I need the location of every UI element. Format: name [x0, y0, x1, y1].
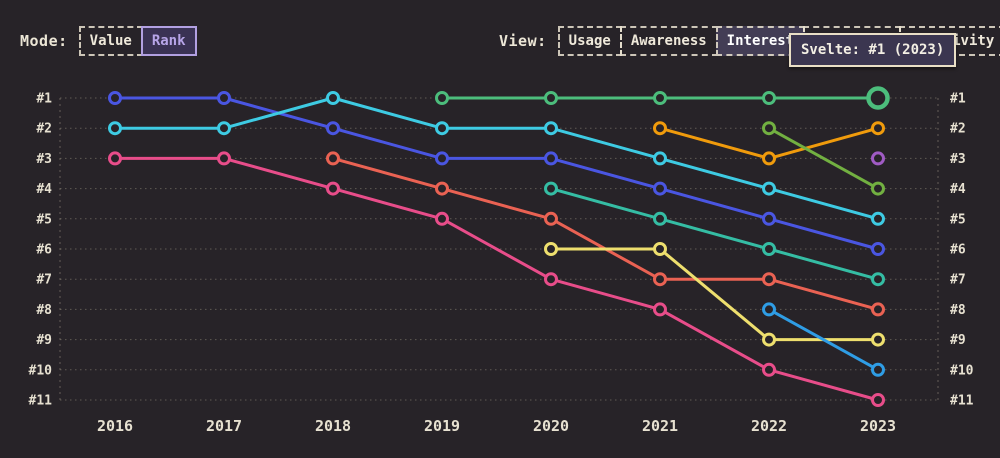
data-point-salmon-2020-rank5[interactable] — [544, 211, 558, 226]
data-point-sky-2023-rank10[interactable] — [871, 362, 885, 377]
y-tick-left-#10: #10 — [29, 363, 53, 378]
data-point-pink-2018-rank4[interactable] — [326, 181, 340, 196]
view-label: View: — [499, 32, 547, 50]
y-tick-left-#5: #5 — [36, 212, 52, 227]
data-point-blue-2023-rank6[interactable] — [871, 242, 885, 256]
data-point-cyan-2023-rank5[interactable] — [871, 211, 885, 226]
mode-label: Mode: — [20, 32, 68, 50]
data-point-teal-2020-rank4[interactable] — [544, 181, 558, 196]
data-point-svelte-green-2023-rank1[interactable] — [866, 86, 890, 110]
x-tick-2019: 2019 — [424, 417, 460, 435]
data-point-blue-2020-rank3[interactable] — [544, 151, 558, 166]
y-tick-right-#7: #7 — [950, 273, 966, 288]
mode-toggle-value[interactable]: Value — [78, 26, 143, 56]
data-point-salmon-2022-rank7[interactable] — [762, 272, 776, 287]
y-tick-right-#1: #1 — [950, 92, 966, 107]
y-tick-left-#11: #11 — [29, 394, 53, 409]
data-point-orange-2023-rank2[interactable] — [871, 121, 885, 136]
y-tick-right-#2: #2 — [950, 122, 966, 137]
data-point-purple-2023-rank3[interactable] — [871, 151, 885, 166]
data-point-blue-2019-rank3[interactable] — [435, 151, 449, 166]
y-tick-left-#8: #8 — [36, 303, 52, 318]
y-tick-right-#3: #3 — [950, 152, 966, 167]
data-point-blue-2016-rank1[interactable] — [108, 91, 122, 105]
data-point-yellow-2021-rank6[interactable] — [653, 242, 667, 256]
data-point-pink-2020-rank7[interactable] — [544, 272, 558, 287]
data-point-lime-2022-rank2[interactable] — [762, 121, 776, 136]
data-point-blue-2022-rank5[interactable] — [762, 211, 776, 226]
data-point-svelte-green-2019-rank1[interactable] — [435, 91, 449, 105]
data-point-orange-2022-rank3[interactable] — [762, 151, 776, 166]
data-point-orange-2021-rank2[interactable] — [653, 121, 667, 136]
data-point-pink-2021-rank8[interactable] — [653, 302, 667, 317]
x-tick-2021: 2021 — [642, 417, 678, 435]
data-point-salmon-2021-rank7[interactable] — [653, 272, 667, 287]
y-tick-left-#4: #4 — [36, 182, 52, 197]
data-point-yellow-2023-rank9[interactable] — [871, 332, 885, 347]
view-tab-awareness[interactable]: Awareness — [619, 26, 718, 56]
data-point-teal-2023-rank7[interactable] — [871, 272, 885, 287]
y-tick-right-#11: #11 — [950, 394, 974, 409]
data-point-cyan-2016-rank2[interactable] — [108, 121, 122, 136]
data-point-cyan-2022-rank4[interactable] — [762, 181, 776, 196]
series-line-lime — [767, 126, 880, 191]
y-tick-left-#1: #1 — [36, 92, 52, 107]
mode-toggle-rank[interactable]: Rank — [140, 26, 197, 56]
data-point-sky-2022-rank8[interactable] — [762, 302, 776, 317]
y-tick-left-#2: #2 — [36, 122, 52, 137]
x-tick-2017: 2017 — [206, 417, 242, 435]
x-tick-2018: 2018 — [315, 417, 351, 435]
data-point-cyan-2020-rank2[interactable] — [544, 121, 558, 136]
data-point-teal-2022-rank6[interactable] — [762, 242, 776, 256]
series-line-salmon — [331, 156, 880, 311]
data-point-cyan-2018-rank1[interactable] — [326, 91, 340, 105]
y-tick-right-#10: #10 — [950, 363, 974, 378]
data-point-pink-2019-rank5[interactable] — [435, 211, 449, 226]
y-tick-right-#4: #4 — [950, 182, 966, 197]
series-line-sky — [767, 307, 880, 372]
series-line-pink — [113, 156, 880, 402]
y-tick-right-#5: #5 — [950, 212, 966, 227]
data-point-teal-2021-rank5[interactable] — [653, 211, 667, 226]
data-point-blue-2021-rank4[interactable] — [653, 181, 667, 196]
chart-tooltip: Svelte: #1 (2023) — [789, 33, 957, 67]
y-tick-left-#6: #6 — [36, 243, 52, 258]
x-tick-2022: 2022 — [751, 417, 787, 435]
x-tick-2020: 2020 — [533, 417, 569, 435]
data-point-cyan-2017-rank2[interactable] — [217, 121, 231, 136]
data-point-svelte-green-2022-rank1[interactable] — [762, 91, 776, 105]
data-point-lime-2023-rank4[interactable] — [871, 181, 885, 196]
y-tick-right-#9: #9 — [950, 333, 966, 348]
x-tick-2023: 2023 — [860, 417, 896, 435]
series-line-cyan — [113, 96, 880, 221]
data-point-yellow-2020-rank6[interactable] — [544, 242, 558, 256]
data-point-pink-2016-rank3[interactable] — [108, 151, 122, 166]
y-tick-right-#6: #6 — [950, 243, 966, 258]
x-tick-2016: 2016 — [97, 417, 133, 435]
data-point-yellow-2022-rank9[interactable] — [762, 332, 776, 347]
data-point-cyan-2021-rank3[interactable] — [653, 151, 667, 166]
data-point-svelte-green-2021-rank1[interactable] — [653, 91, 667, 105]
y-tick-right-#8: #8 — [950, 303, 966, 318]
data-point-salmon-2018-rank3[interactable] — [326, 151, 340, 166]
data-point-blue-2018-rank2[interactable] — [326, 121, 340, 136]
y-tick-left-#9: #9 — [36, 333, 52, 348]
y-tick-left-#3: #3 — [36, 152, 52, 167]
view-tab-usage[interactable]: Usage — [557, 26, 622, 56]
data-point-pink-2023-rank11[interactable] — [871, 393, 885, 407]
data-point-salmon-2019-rank4[interactable] — [435, 181, 449, 196]
data-point-svelte-green-2020-rank1[interactable] — [544, 91, 558, 105]
series-line-teal — [549, 187, 880, 281]
data-point-pink-2017-rank3[interactable] — [217, 151, 231, 166]
data-point-salmon-2023-rank8[interactable] — [871, 302, 885, 317]
series-line-blue — [113, 96, 880, 251]
data-point-pink-2022-rank10[interactable] — [762, 362, 776, 377]
mode-toggle-group: Mode: Value Rank — [20, 26, 197, 56]
data-point-blue-2017-rank1[interactable] — [217, 91, 231, 105]
data-point-cyan-2019-rank2[interactable] — [435, 121, 449, 136]
y-tick-left-#7: #7 — [36, 273, 52, 288]
